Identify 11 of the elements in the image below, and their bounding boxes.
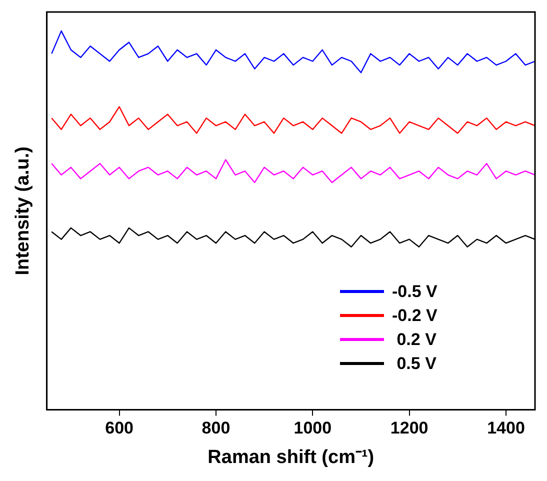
x-tick-label: 1400 [487, 418, 525, 438]
legend-label: -0.2 V [392, 306, 438, 326]
x-tick-label: 800 [202, 418, 230, 438]
legend-label: -0.5 V [392, 282, 438, 302]
x-tick-label: 600 [105, 418, 134, 438]
x-tick-label: 1200 [390, 418, 428, 438]
x-tick-label: 1000 [294, 418, 332, 438]
x-axis-title: Raman shift (cm⁻¹) [208, 446, 374, 468]
legend-label: 0.5 V [396, 354, 436, 374]
legend-label: 0.2 V [396, 330, 436, 350]
y-axis-title: Intensity (a.u.) [12, 146, 34, 276]
